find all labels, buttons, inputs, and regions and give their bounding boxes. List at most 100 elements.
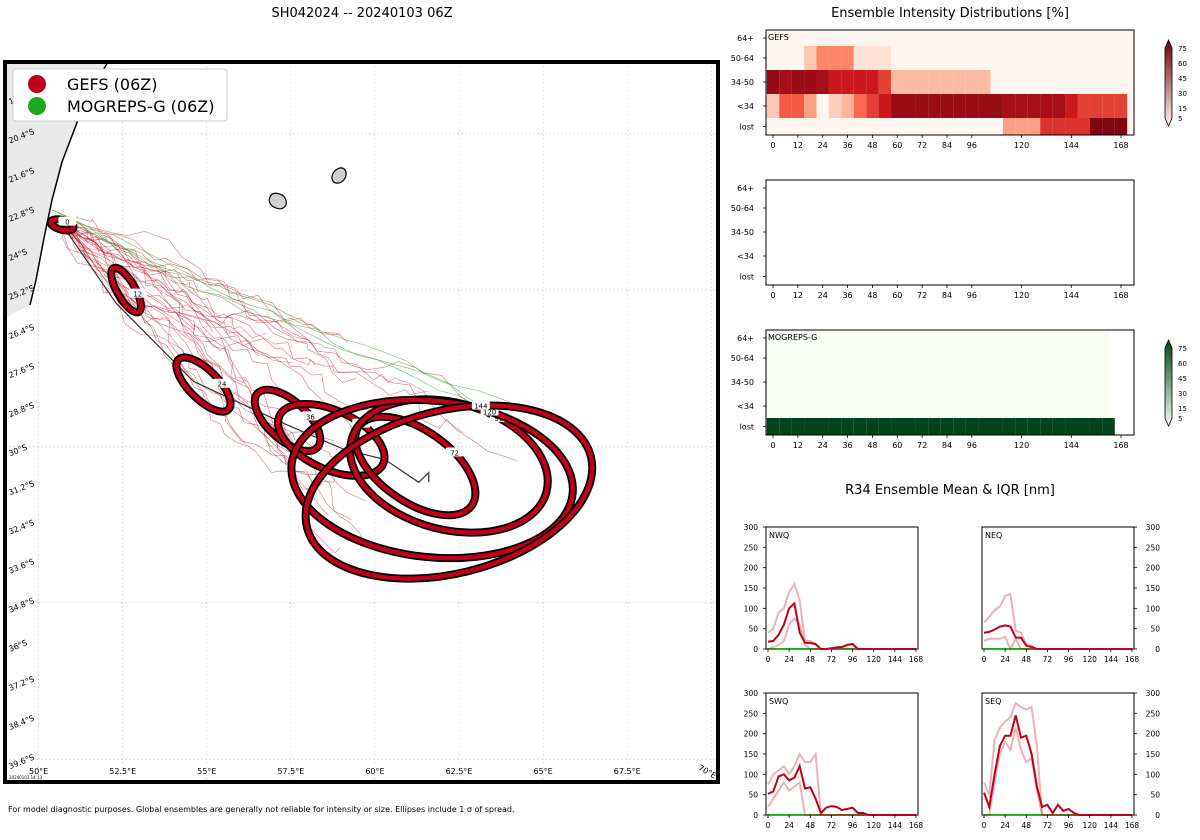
ellipse-label-bg: [445, 447, 464, 457]
colorbar-tick-label: 15: [1178, 405, 1187, 413]
r34-x-label: 144: [888, 655, 903, 664]
r34-x-label: 96: [1064, 821, 1074, 830]
r34-y-label: 100: [744, 604, 759, 613]
heatmap-cell-<34: [891, 94, 904, 118]
heatmap-cell-lost: [1027, 418, 1041, 435]
heatmap-cell-lost: [828, 418, 842, 435]
r34-y-label: 50: [748, 791, 758, 800]
ellipse-label-bg: [128, 288, 147, 298]
heatmap-cell-50-64: [828, 46, 842, 70]
r34-y-label: 50: [748, 625, 758, 634]
heatmap-cell-<34: [866, 94, 879, 118]
heatmap-y-label: lost: [740, 123, 754, 132]
r34-y-label: 250: [1146, 709, 1161, 718]
r34-x-label: 48: [806, 655, 816, 664]
heatmap-x-label: 48: [867, 141, 877, 150]
heatmap-panel-label: GEFS: [768, 33, 789, 42]
heatmap-cell-34-50: [940, 70, 954, 94]
heatmap-cell-<34: [965, 94, 979, 118]
heatmap-cell-<34: [928, 94, 941, 118]
heatmap-cell-50-64: [816, 46, 829, 70]
heatmap-cell-<34: [804, 94, 817, 118]
heatmap-x-label: 96: [967, 291, 977, 300]
r34-x-label: 48: [1022, 655, 1032, 664]
lon-tick-label: 50°E: [29, 767, 48, 776]
heatmap-cell-50-64: [878, 46, 892, 70]
heatmap-cell-34-50: [891, 70, 904, 94]
heatmap-cell-<34: [1052, 94, 1066, 118]
r34-x-label: 168: [1125, 655, 1140, 664]
r34-x-label: 168: [909, 655, 924, 664]
ellipse-label: 120: [483, 409, 496, 417]
heatmap-x-label: 168: [1113, 291, 1128, 300]
island-mauritius: [331, 167, 347, 184]
gefs-member-track: [62, 224, 283, 394]
heatmap-x-label: 60: [892, 441, 902, 450]
lon-tick-label: 60°E: [365, 767, 384, 776]
heatmap-cell-lost: [990, 418, 1003, 435]
heatmap-x-label: 120: [1014, 291, 1029, 300]
r34-x-label: 72: [1043, 821, 1053, 830]
r34-x-label: 120: [867, 821, 882, 830]
r34-y-label: 250: [1146, 543, 1161, 552]
colorbar-tick-label: 45: [1178, 75, 1187, 83]
r34-y-label: 300: [1146, 689, 1161, 698]
lon-tick-label: 55°E: [197, 767, 216, 776]
gefs-member-track: [62, 224, 369, 420]
legend-label: GEFS (06Z): [67, 75, 157, 94]
colorbar-tick-label: 75: [1178, 345, 1187, 353]
heatmap-x-label: 12: [793, 441, 803, 450]
heatmap-cell-lost: [779, 418, 792, 435]
heatmap-y-label: <34: [737, 102, 754, 111]
ellipse-24h: [174, 355, 233, 414]
r34-y-label: 250: [744, 709, 759, 718]
figure-title: SH042024 -- 20240103 06Z: [271, 6, 452, 21]
r34-y-label: 150: [744, 750, 759, 759]
heatmap-frame: [765, 329, 1135, 436]
r34-panel-label: SWQ: [769, 697, 788, 706]
gefs-member-track: [62, 223, 517, 461]
heatmap-cell-<34: [1027, 94, 1041, 118]
gefs-member-track: [61, 224, 292, 363]
r34-y-label: 250: [744, 543, 759, 552]
heatmap-x-label: 24: [818, 291, 828, 300]
heatmap-x-label: 72: [917, 291, 927, 300]
lon-tick-label: 57.5°E: [277, 767, 304, 776]
r34-x-label: 24: [784, 821, 794, 830]
lon-tick-label: 62.5°E: [446, 767, 473, 776]
heatmap-x-label: 0: [770, 291, 775, 300]
heatmap-cell-lost: [1015, 418, 1028, 435]
heatmap-bg: [766, 180, 1134, 285]
r34-x-label: 24: [784, 655, 794, 664]
timestamp-stamp: 20240103 14:13: [9, 775, 43, 780]
gefs-member-track: [62, 224, 358, 435]
heatmap-cell-lost: [1040, 418, 1053, 435]
mogreps-member-track: [52, 209, 523, 408]
r34-y-label: 50: [1150, 791, 1160, 800]
lon-tick-label: 67.5°E: [614, 767, 641, 776]
gefs-member-track: [62, 224, 248, 384]
heatmap-cell-34-50: [903, 70, 916, 94]
r34-y-label: 150: [1146, 750, 1161, 759]
heatmap-cell-lost: [766, 418, 780, 435]
heatmap-cell-34-50: [816, 70, 829, 94]
heatmap-cell-lost: [1114, 118, 1128, 135]
heatmap-cell-lost: [1102, 418, 1115, 435]
heatmap-cell-lost: [940, 418, 954, 435]
colorbar-tick-label: 5: [1178, 415, 1182, 423]
r34-x-label: 72: [827, 821, 837, 830]
r34-x-label: 0: [766, 821, 771, 830]
heatmap-cell-<34: [903, 94, 916, 118]
heatmap-cell-<34: [779, 94, 792, 118]
island-reunion: [268, 192, 288, 210]
legend-box: [12, 68, 228, 122]
r34-title: R34 Ensemble Mean & IQR [nm]: [845, 483, 1055, 498]
heatmap-y-label: 64+: [737, 184, 754, 193]
r34-x-label: 96: [848, 655, 858, 664]
heatmap-x-label: 96: [967, 141, 977, 150]
heatmap-cell-34-50: [791, 70, 805, 94]
heatmap-cell-lost: [903, 418, 916, 435]
gefs-member-track: [62, 224, 291, 465]
heatmap-cell-34-50: [841, 70, 854, 94]
